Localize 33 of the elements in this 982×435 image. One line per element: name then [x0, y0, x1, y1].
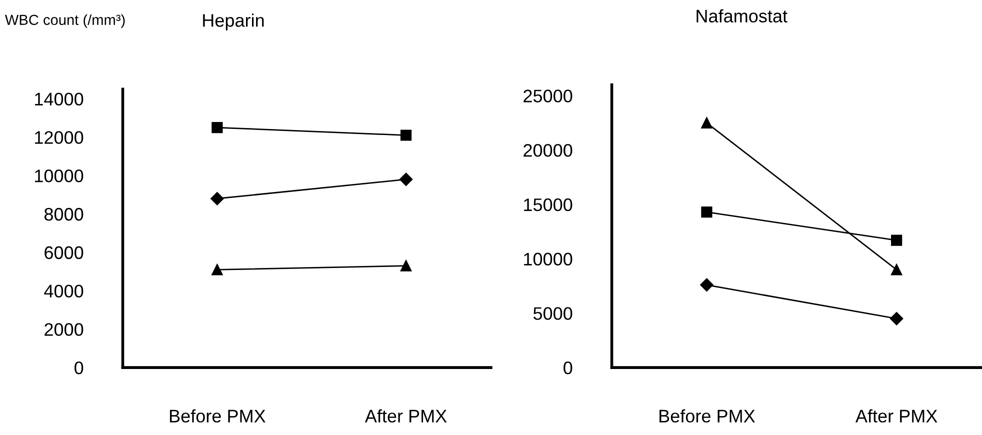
y-tick-label: 25000 [524, 90, 572, 102]
y-tick-label: 5000 [533, 307, 572, 320]
point [210, 192, 224, 206]
point [890, 312, 904, 326]
y-tick-label: 4000 [44, 284, 84, 298]
x-tick-label: After PMX [855, 409, 938, 423]
y-tick-label: 12000 [35, 131, 84, 144]
point [212, 264, 223, 276]
y-tick-label: 20000 [524, 144, 572, 157]
y-tick-label: 8000 [44, 208, 84, 221]
chart-title: Heparin [203, 14, 264, 30]
point [700, 278, 714, 292]
point [212, 122, 223, 134]
y-tick-label: 0 [564, 362, 572, 374]
point [701, 206, 712, 218]
point [400, 260, 412, 272]
x-tick-label: After PMX [364, 409, 447, 423]
y-axis-title: WBC count (/mm³) [4, 14, 125, 28]
y-tick-label: 6000 [44, 246, 84, 260]
x-tick-label: Before PMX [660, 409, 756, 423]
point [400, 130, 412, 141]
y-tick-label: 14000 [35, 92, 84, 106]
y-tick-label: 10000 [35, 170, 84, 182]
point [891, 264, 902, 276]
y-tick-label: 2000 [44, 323, 84, 336]
chart-title: Nafamostat [696, 9, 788, 23]
point [399, 172, 413, 186]
point [891, 234, 902, 246]
point [701, 117, 712, 128]
y-tick-label: 15000 [524, 198, 572, 212]
y-tick-label: 10000 [524, 252, 572, 266]
y-tick-label: 0 [74, 362, 84, 374]
x-tick-label: Before PMX [170, 409, 266, 423]
